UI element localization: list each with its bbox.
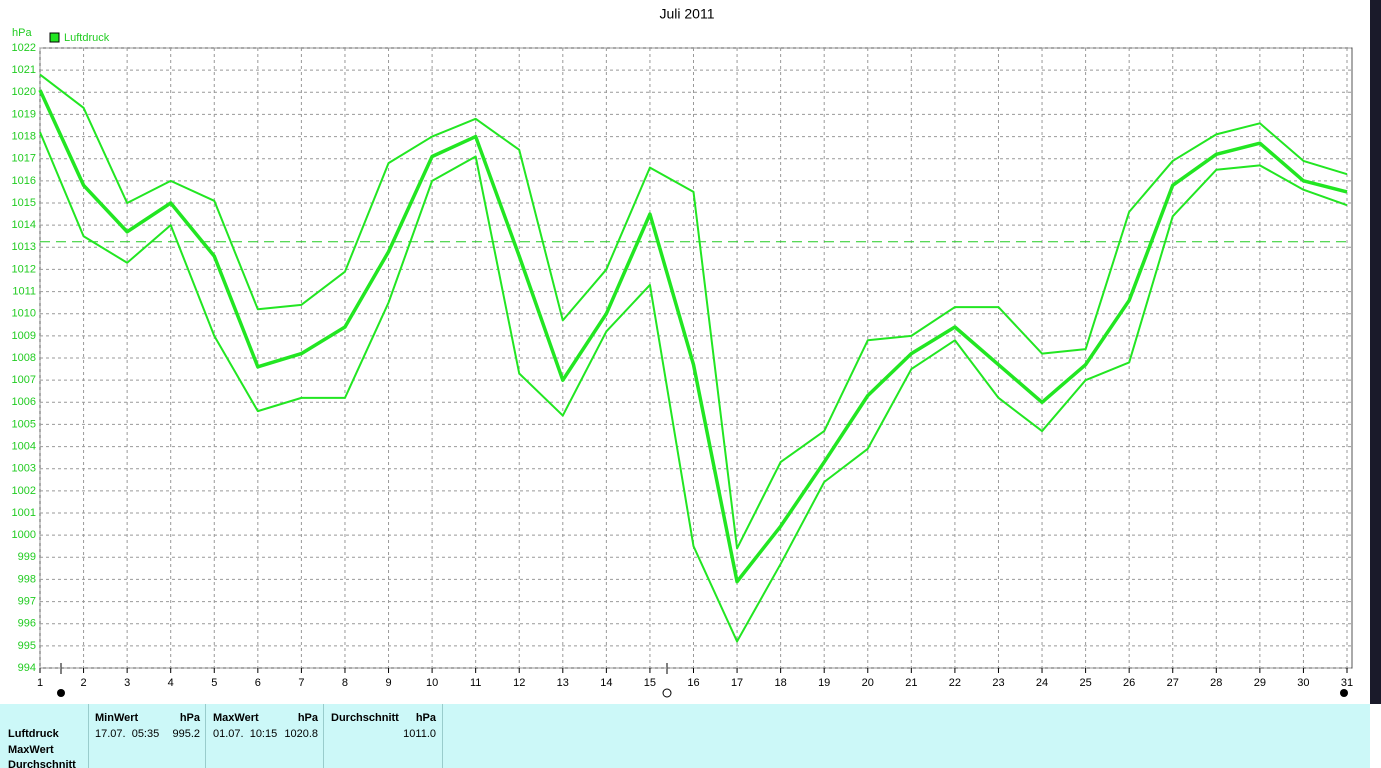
- y-tick-label: 1011: [12, 285, 36, 297]
- y-tick-label: 994: [18, 662, 36, 674]
- x-tick-label: 21: [905, 677, 917, 689]
- x-tick-label: 28: [1210, 677, 1222, 689]
- y-tick-label: 998: [18, 573, 36, 585]
- y-tick-label: 1022: [12, 42, 36, 54]
- y-tick-label: 1010: [12, 308, 36, 320]
- max-line: [39, 73, 1348, 550]
- y-tick-label: 1019: [12, 108, 36, 120]
- x-tick-label: 17: [731, 677, 743, 689]
- x-tick-label: 27: [1167, 677, 1179, 689]
- x-tick-label: 1: [37, 677, 43, 689]
- y-tick-label: 999: [18, 551, 36, 563]
- y-tick-label: 1015: [12, 197, 36, 209]
- x-tick-label: 8: [342, 677, 348, 689]
- time: 17.07. 05:35: [95, 728, 160, 740]
- y-tick-label: 1008: [12, 352, 36, 364]
- y-tick-label: 1018: [12, 130, 36, 142]
- moon-marker: [57, 689, 65, 697]
- x-tick-label: 20: [862, 677, 874, 689]
- x-tick-label: 25: [1079, 677, 1091, 689]
- y-tick-label: 1002: [12, 485, 36, 497]
- moon-marker: [662, 688, 672, 698]
- y-tick-label: 1003: [12, 463, 36, 475]
- max-column: MaxWert hPa 01.07. 10:15 1020.8: [205, 704, 324, 768]
- y-tick-label: 1007: [12, 374, 36, 386]
- x-tick-label: 31: [1341, 677, 1353, 689]
- y-axis-label: hPa: [12, 27, 32, 39]
- chart: Juli 2011 hPa Luftdruck 994 995 996 997 998 9…: [12, 0, 1381, 704]
- x-tick-label: 6: [255, 677, 261, 689]
- column-title: MaxWert: [213, 712, 259, 724]
- x-tick-label: 29: [1254, 677, 1266, 689]
- avg-line: [38, 89, 1348, 584]
- value: 995.2: [172, 728, 200, 740]
- column-unit: hPa: [297, 712, 318, 724]
- y-tick-label: 1005: [12, 418, 36, 430]
- y-tick-label: 1004: [12, 440, 36, 452]
- y-tick-label: 1012: [12, 263, 36, 275]
- row-label: Luftdruck: [8, 728, 59, 740]
- x-tick-label: 3: [124, 677, 130, 689]
- summary-panel: Luftdruck MaxWert Durchschnitt MinWert h…: [0, 704, 1370, 768]
- value: 1020.8: [284, 728, 318, 740]
- y-tick-label: 1013: [12, 241, 36, 253]
- x-tick-label: 18: [775, 677, 787, 689]
- x-tick-label: 16: [687, 677, 699, 689]
- x-tick-label: 2: [81, 677, 87, 689]
- min-column: MinWert hPa 17.07. 05:35 995.2: [88, 704, 206, 768]
- y-tick-label: 995: [18, 640, 36, 652]
- x-tick-label: 26: [1123, 677, 1135, 689]
- y-tick-label: 1017: [12, 153, 36, 165]
- y-tick-label: 997: [18, 595, 36, 607]
- x-tick-label: 15: [644, 677, 656, 689]
- y-tick-label: 1021: [12, 64, 36, 76]
- row-label: Durchschnitt: [8, 759, 76, 768]
- x-tick-label: 14: [600, 677, 612, 689]
- value: 1011.0: [403, 728, 436, 740]
- x-tick-label: 7: [298, 677, 304, 689]
- legend-swatch: [49, 32, 60, 43]
- window-edge: [1370, 0, 1381, 704]
- y-tick-label: 1009: [12, 330, 36, 342]
- avg-column: Durchschnitt hPa 1011.0: [323, 704, 443, 768]
- chart-title: Juli 2011: [659, 6, 714, 22]
- column-title: Durchschnitt: [331, 712, 399, 724]
- x-tick-label: 5: [211, 677, 217, 689]
- y-tick-label: 1014: [12, 219, 36, 231]
- x-tick-label: 10: [426, 677, 438, 689]
- moon-marker: [1340, 689, 1348, 697]
- y-tick-label: 1020: [12, 86, 36, 98]
- column-title: MinWert: [95, 712, 139, 724]
- min-line: [39, 131, 1348, 643]
- row-label: MaxWert: [8, 744, 54, 756]
- x-tick-label: 11: [470, 677, 481, 689]
- y-tick-label: 996: [18, 618, 36, 630]
- time: 01.07. 10:15: [213, 728, 278, 740]
- y-tick-label: 1000: [12, 529, 36, 541]
- x-tick-label: 13: [557, 677, 569, 689]
- x-tick-label: 24: [1036, 677, 1048, 689]
- column-unit: hPa: [415, 712, 436, 724]
- x-tick-label: 23: [992, 677, 1004, 689]
- x-tick-label: 22: [949, 677, 961, 689]
- y-tick-label: 1016: [12, 175, 36, 187]
- x-tick-label: 12: [513, 677, 525, 689]
- x-tick-label: 4: [168, 677, 174, 689]
- x-tick-label: 30: [1297, 677, 1309, 689]
- x-tick-label: 19: [818, 677, 830, 689]
- legend-label: Luftdruck: [64, 32, 110, 44]
- y-tick-label: 1006: [12, 396, 36, 408]
- x-tick-label: 9: [385, 677, 391, 689]
- y-tick-label: 1001: [12, 507, 36, 519]
- column-unit: hPa: [179, 712, 200, 724]
